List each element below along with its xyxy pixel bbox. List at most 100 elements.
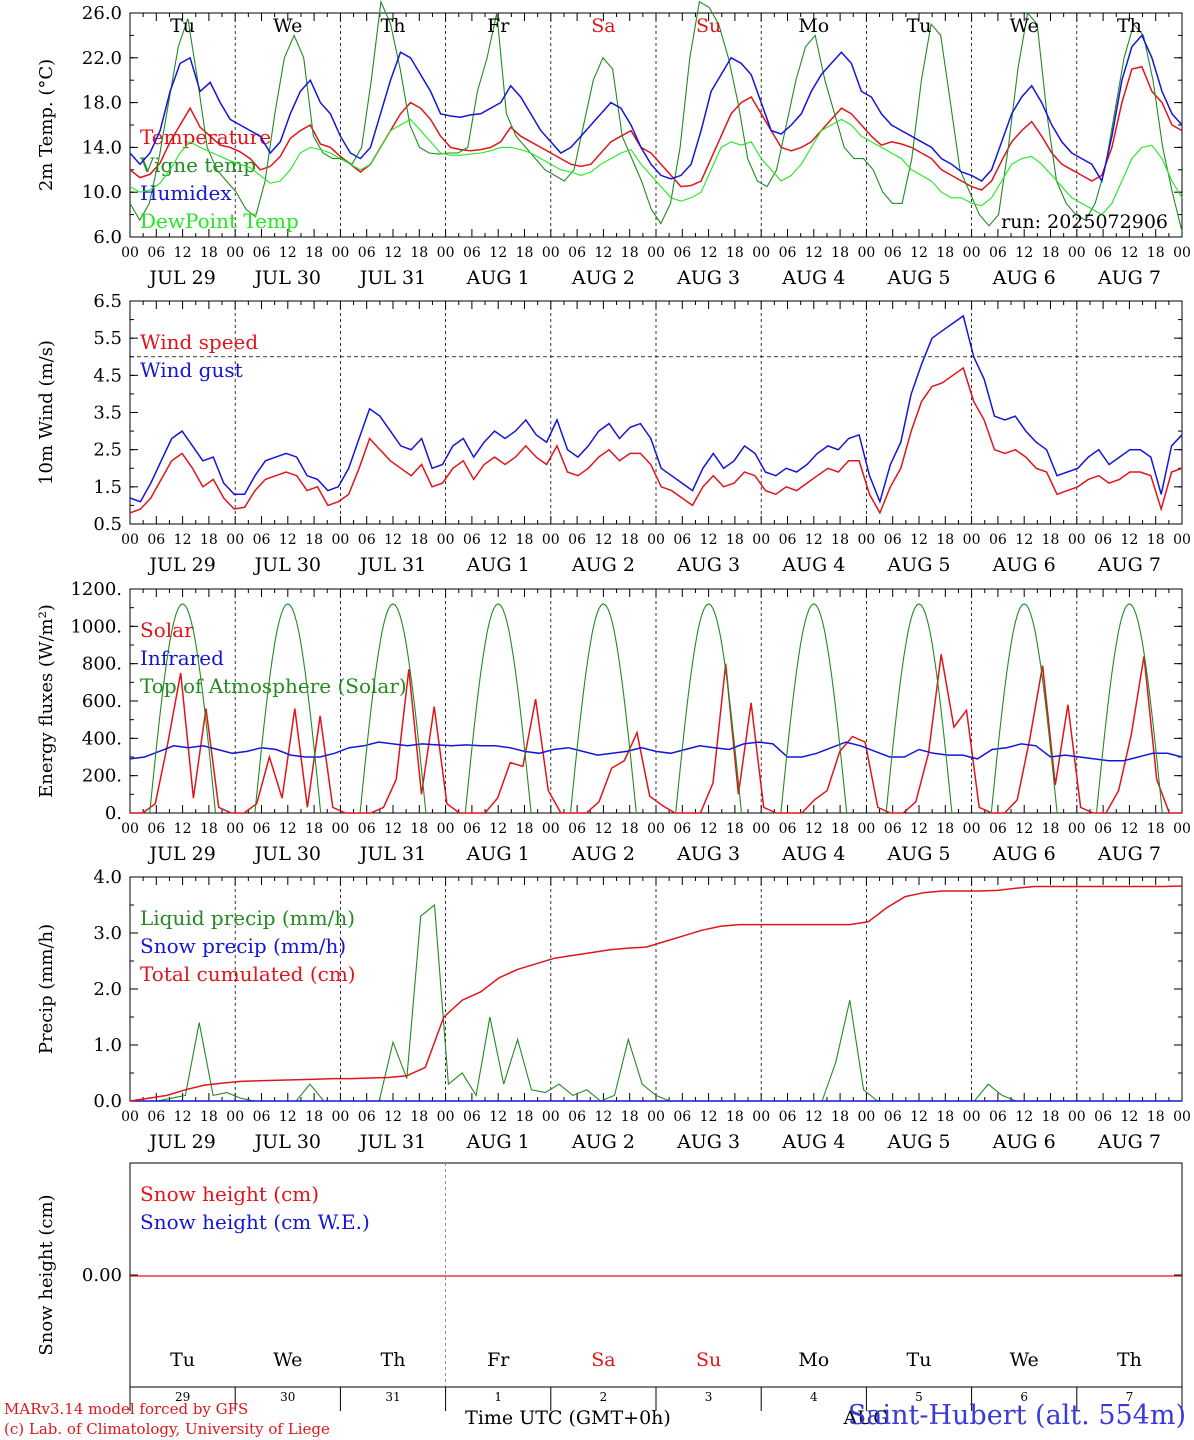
hour-tick-label: 12 [1015,821,1033,837]
hour-tick-label: 18 [1147,821,1165,837]
weekday-label: Su [696,1349,721,1371]
hour-tick-label: 18 [305,821,323,837]
hour-tick-label: 00 [857,532,875,548]
y-tick-label: 6.5 [93,291,122,312]
station-title: Saint-Hubert (alt. 554m) [847,1400,1186,1431]
day-number: 1 [494,1390,502,1404]
day-number: 5 [915,1390,923,1404]
hour-tick-label: 12 [384,821,402,837]
hour-tick-label: 00 [226,821,244,837]
date-label: JUL 31 [358,554,426,576]
hour-tick-label: 18 [726,532,744,548]
hour-tick-label: 12 [594,245,612,261]
hour-tick-label: 00 [963,821,981,837]
weekday-label: Sa [591,1349,615,1371]
hour-tick-label: 12 [174,532,192,548]
panel-frame-0 [129,12,1183,238]
y-tick-label: 6.0 [93,227,122,248]
hour-tick-label: 06 [147,245,165,261]
day-number: 4 [810,1390,818,1404]
hour-tick-label: 06 [779,532,797,548]
date-label: JUL 29 [147,843,215,865]
hour-tick-label: 00 [963,532,981,548]
y-tick-label: 4.5 [93,365,122,386]
hour-tick-label: 06 [358,821,376,837]
y-tick-label: 10.0 [82,182,122,203]
hour-tick-label: 00 [331,532,349,548]
hour-tick-label: 12 [279,245,297,261]
legend-entry: Infrared [140,646,224,670]
date-label: AUG 1 [466,843,530,865]
series-line-2 [129,885,1183,1102]
y-tick-label: 200. [82,766,122,787]
hour-tick-label: 18 [831,245,849,261]
day-number: 31 [385,1390,400,1404]
date-label: AUG 3 [676,843,740,865]
y-tick-label: 1000. [70,616,122,637]
hour-tick-label: 00 [121,1109,139,1125]
hour-tick-label: 18 [305,532,323,548]
credit-lab: (c) Lab. of Climatology, University of L… [4,1420,330,1438]
hour-tick-label: 12 [1015,245,1033,261]
hour-tick-label: 00 [1173,532,1191,548]
hour-tick-label: 00 [752,1109,770,1125]
hour-tick-label: 12 [805,1109,823,1125]
date-label: AUG 2 [571,843,635,865]
legend-entry: Total cumulated (cm) [140,962,356,986]
y-tick-label: 5.5 [93,328,122,349]
legend-entry: Snow height (cm) [140,1182,319,1206]
y-tick-label: 18.0 [82,93,122,114]
hour-tick-label: 00 [857,821,875,837]
date-label: AUG 3 [676,267,740,289]
date-label: AUG 6 [992,1131,1056,1153]
hour-tick-label: 06 [884,532,902,548]
weekday-label: We [273,1349,302,1371]
date-label: AUG 6 [992,843,1056,865]
hour-tick-label: 12 [594,821,612,837]
hour-tick-label: 18 [1042,1109,1060,1125]
day-number: 29 [175,1390,190,1404]
y-tick-label: 0. [105,803,122,824]
y-tick-label: 3.5 [93,403,122,424]
hour-tick-label: 00 [226,532,244,548]
hour-tick-label: 18 [936,1109,954,1125]
hour-tick-label: 06 [673,532,691,548]
series-line-0 [129,65,1183,191]
hour-tick-label: 12 [910,245,928,261]
date-label: JUL 30 [253,1131,321,1153]
series-line-0 [130,903,1182,1102]
hour-tick-label: 00 [542,1109,560,1125]
y-tick-label: 0.00 [82,1265,122,1286]
y-tick-label: 400. [82,728,122,749]
hour-tick-label: 18 [726,821,744,837]
date-label: JUL 30 [253,267,321,289]
run-label: run: 2025072906 [1001,211,1168,233]
date-label: AUG 2 [571,267,635,289]
hour-tick-label: 12 [279,821,297,837]
series-line-1 [129,314,1183,505]
date-label: AUG 2 [571,1131,635,1153]
y-tick-label: 2.5 [93,440,122,461]
hour-tick-label: 00 [226,245,244,261]
date-label: AUG 6 [992,554,1056,576]
hour-tick-label: 12 [279,532,297,548]
hour-tick-label: 18 [621,532,639,548]
date-label: AUG 1 [466,1131,530,1153]
hour-tick-label: 18 [726,1109,744,1125]
date-label: AUG 1 [466,267,530,289]
hour-tick-label: 18 [200,245,218,261]
hour-tick-label: 06 [673,821,691,837]
date-label: AUG 4 [781,267,845,289]
date-label: JUL 31 [358,267,426,289]
hour-tick-label: 06 [884,1109,902,1125]
hour-tick-label: 00 [963,1109,981,1125]
weekday-label: Tu [170,1349,195,1371]
hour-tick-label: 06 [358,1109,376,1125]
hour-tick-label: 00 [1173,1109,1191,1125]
hour-tick-label: 06 [989,532,1007,548]
hour-tick-label: 18 [621,245,639,261]
hour-tick-label: 06 [253,245,271,261]
legend-entry: Liquid precip (mm/h) [140,906,355,930]
hour-tick-label: 00 [1068,532,1086,548]
y-axis-label: Precip (mm/h) [36,924,57,1054]
